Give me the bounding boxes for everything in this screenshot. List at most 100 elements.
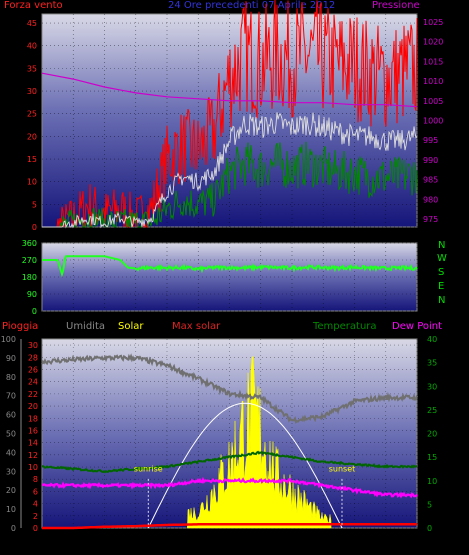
legend-dew-point: Dew Point <box>392 321 443 332</box>
pressure-y-tick: 975 <box>423 215 438 224</box>
weather-x-tick: 04 <box>99 537 109 546</box>
compass-n-bottom: N <box>438 295 446 306</box>
weather-x-tick: 02 <box>68 537 78 546</box>
sunset-label: sunset <box>329 464 356 473</box>
temp-y-tick: 15 <box>427 453 437 462</box>
direction-y-tick: 90 <box>27 290 37 299</box>
temp-y-tick: 40 <box>427 335 437 344</box>
pressure-y-tick: 980 <box>423 195 438 204</box>
temp-y-tick: 10 <box>427 477 437 486</box>
temp-y-tick: 20 <box>427 430 437 439</box>
wind-avg-series <box>42 112 418 229</box>
humidity-y-tick: 90 <box>6 354 16 363</box>
wind-x-tick: 22 <box>381 231 391 240</box>
wind-x-tick: 06 <box>131 231 141 240</box>
temp-y-tick: 35 <box>427 359 437 368</box>
weather-x-tick: 22 <box>381 537 391 546</box>
rain-y-tick: 12 <box>28 451 38 460</box>
rain-y-tick: 20 <box>28 402 38 411</box>
rain-y-tick: 6 <box>33 487 38 496</box>
temp-y-tick: 5 <box>427 500 432 509</box>
temp-y-tick: 25 <box>427 406 437 415</box>
wind-x-tick: 02 <box>68 231 78 240</box>
rain-y-tick: 18 <box>28 414 38 423</box>
pressure-y-tick: 1000 <box>423 117 443 126</box>
sunset-axis-label: sunset <box>315 537 342 546</box>
rain-y-tick: 28 <box>28 353 38 362</box>
humidity-y-tick: 80 <box>6 373 16 382</box>
rain-y-tick: 16 <box>28 426 38 435</box>
wind-y-tick: 5 <box>32 200 37 209</box>
weather-x-tick: 06 <box>131 537 141 546</box>
direction-y-tick: 180 <box>22 273 37 282</box>
rain-y-tick: 4 <box>33 500 38 509</box>
weather-x-tick: 14 <box>256 537 266 546</box>
legend-umidita: Umidita <box>66 321 106 332</box>
rain-y-tick: 24 <box>28 378 38 387</box>
legend-solar: Solar <box>118 321 144 332</box>
wind-y-tick: 0 <box>32 223 37 232</box>
humidity-y-tick: 20 <box>6 486 16 495</box>
compass-w: W <box>437 253 447 264</box>
pressure-y-tick: 1025 <box>423 18 443 27</box>
dew-point-series <box>41 476 418 499</box>
direction-y-tick: 270 <box>22 256 37 265</box>
pressure-title: Pressione <box>372 0 420 11</box>
humidity-y-tick: 60 <box>6 411 16 420</box>
temp-y-tick: 30 <box>427 382 437 391</box>
compass-s: S <box>438 267 445 278</box>
wind-x-tick: 04 <box>99 231 109 240</box>
weather-x-tick: 00 <box>412 537 422 546</box>
direction-y-tick: 0 <box>32 307 37 316</box>
rain-y-tick: 14 <box>28 439 38 448</box>
wind-y-tick: 40 <box>27 42 37 51</box>
rain-y-tick: 8 <box>33 475 38 484</box>
wind-gust-series <box>42 0 418 229</box>
solar-series <box>187 355 332 529</box>
weather-x-tick: 10 <box>193 537 203 546</box>
rain-y-tick: 0 <box>33 524 38 533</box>
wind-green-series <box>42 141 418 228</box>
sunrise-label: sunrise <box>134 464 163 473</box>
pressure-y-tick: 990 <box>423 156 438 165</box>
wind-x-tick: 08 <box>162 231 172 240</box>
rain-y-tick: 30 <box>28 341 38 350</box>
wind-y-tick: 30 <box>27 87 37 96</box>
temperature-series <box>41 450 418 474</box>
weather-x-tick: 16 <box>287 537 297 546</box>
wind-x-tick: 20 <box>349 231 359 240</box>
pressure-series <box>41 72 418 108</box>
pressure-y-tick: 1015 <box>423 57 443 66</box>
direction-series <box>42 255 418 278</box>
wind-y-tick: 10 <box>27 178 37 187</box>
wind-x-tick: 16 <box>287 231 297 240</box>
wind-x-tick: 18 <box>318 231 328 240</box>
weather-x-tick: 12 <box>224 537 234 546</box>
legend-pioggia: Pioggia <box>2 321 39 332</box>
wind-title: Forza vento <box>4 0 63 11</box>
weather-x-tick: 20 <box>349 537 359 546</box>
pressure-y-tick: 1010 <box>423 77 443 86</box>
wind-x-tick: 14 <box>256 231 266 240</box>
rain-y-tick: 2 <box>33 512 38 521</box>
pressure-y-tick: 1005 <box>423 97 443 106</box>
rain-series <box>42 523 417 530</box>
wind-y-tick: 25 <box>27 110 37 119</box>
humidity-y-tick: 100 <box>1 335 16 344</box>
pressure-y-tick: 985 <box>423 176 438 185</box>
humidity-y-tick: 70 <box>6 392 16 401</box>
compass-e: E <box>438 281 445 292</box>
legend-temperatura: Temperatura <box>313 321 377 332</box>
rain-y-tick: 22 <box>28 390 38 399</box>
pressure-y-tick: 1020 <box>423 38 443 47</box>
pressure-y-tick: 995 <box>423 136 438 145</box>
humidity-y-tick: 30 <box>6 467 16 476</box>
chart-title: 24 Ore precedenti 07 Aprile 2012 <box>168 0 336 11</box>
wind-y-tick: 35 <box>27 64 37 73</box>
wind-x-tick: 00 <box>412 231 422 240</box>
compass-n-top: N <box>438 240 446 251</box>
rain-y-tick: 26 <box>28 365 38 374</box>
humidity-series <box>41 353 418 424</box>
wind-x-tick: 12 <box>224 231 234 240</box>
